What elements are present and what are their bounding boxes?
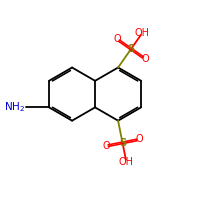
Text: OH: OH (135, 28, 150, 38)
Text: O: O (141, 54, 149, 64)
Text: NH$_2$: NH$_2$ (4, 100, 25, 114)
Text: O: O (102, 141, 110, 151)
Text: S: S (119, 138, 126, 148)
Text: O: O (135, 134, 143, 144)
Text: OH: OH (119, 157, 134, 167)
Text: S: S (127, 44, 135, 54)
Text: O: O (113, 34, 121, 44)
